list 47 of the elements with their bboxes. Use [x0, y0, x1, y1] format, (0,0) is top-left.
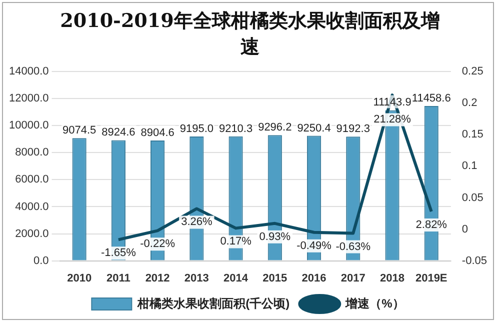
- legend-label: 柑橘类水果收割面积(千公顷): [136, 296, 290, 310]
- y2-tick-label: 0.25: [462, 66, 484, 78]
- data-label: -0.63%: [336, 240, 371, 253]
- data-label: 9192.3: [336, 123, 370, 136]
- x-tick-label: 2014: [224, 272, 249, 284]
- x-tick-label: 2017: [340, 272, 366, 284]
- y2-tick-label: 0.15: [462, 128, 484, 141]
- data-label: 0.93%: [259, 230, 291, 243]
- y2-tick-label: 0: [462, 223, 468, 236]
- y2-tick-label: 0.1: [462, 160, 478, 172]
- data-label: 9250.4: [297, 122, 331, 134]
- y-tick-label: 4000.0: [15, 200, 49, 213]
- y-tick-label: 0.0: [33, 254, 49, 267]
- data-label: -0.22%: [140, 238, 176, 250]
- x-tick-label: 2011: [106, 272, 130, 284]
- y-tick-label: 14000.0: [8, 66, 49, 78]
- x-tick-label: 2012: [145, 272, 170, 284]
- y2-tick-label: -0.05: [462, 254, 488, 267]
- x-tick-label: 2013: [184, 272, 209, 284]
- data-label: -0.49%: [296, 240, 332, 252]
- x-tick-label: 2019E: [415, 272, 448, 284]
- x-tick-label: 2010: [67, 272, 92, 284]
- legend-label: 增速（%）: [344, 296, 404, 310]
- y-tick-label: 8000.0: [15, 146, 49, 159]
- chart-title: 2010-2019年全球柑橘类水果收割面积及增速: [60, 9, 440, 60]
- y-tick-label: 12000.0: [8, 92, 49, 105]
- data-label: 9296.2: [258, 122, 292, 134]
- x-tick-label: 2016: [302, 272, 326, 284]
- data-label: 3.26%: [181, 216, 212, 228]
- y-tick-label: 6000.0: [15, 174, 49, 186]
- data-label: 0.17%: [220, 236, 252, 248]
- y2-tick-label: 0.05: [462, 192, 484, 204]
- data-label: 9195.0: [180, 123, 214, 136]
- data-label: 8904.6: [140, 126, 174, 139]
- data-label: 11143.9: [373, 96, 412, 109]
- y2-tick-label: 0.2: [462, 97, 478, 110]
- data-label: -1.65%: [101, 247, 136, 260]
- x-tick-label: 2015: [262, 272, 288, 284]
- data-label: 21.28%: [374, 114, 412, 126]
- y-tick-label: 10000.0: [8, 120, 49, 132]
- data-label: 2.82%: [416, 219, 448, 232]
- x-tick-label: 2018: [380, 272, 404, 284]
- y-tick-label: 2000.0: [15, 228, 49, 240]
- data-label: 9074.5: [62, 124, 96, 137]
- data-label: 9210.3: [218, 122, 253, 135]
- data-label: 11458.6: [412, 92, 451, 104]
- data-label: 8924.6: [102, 126, 136, 139]
